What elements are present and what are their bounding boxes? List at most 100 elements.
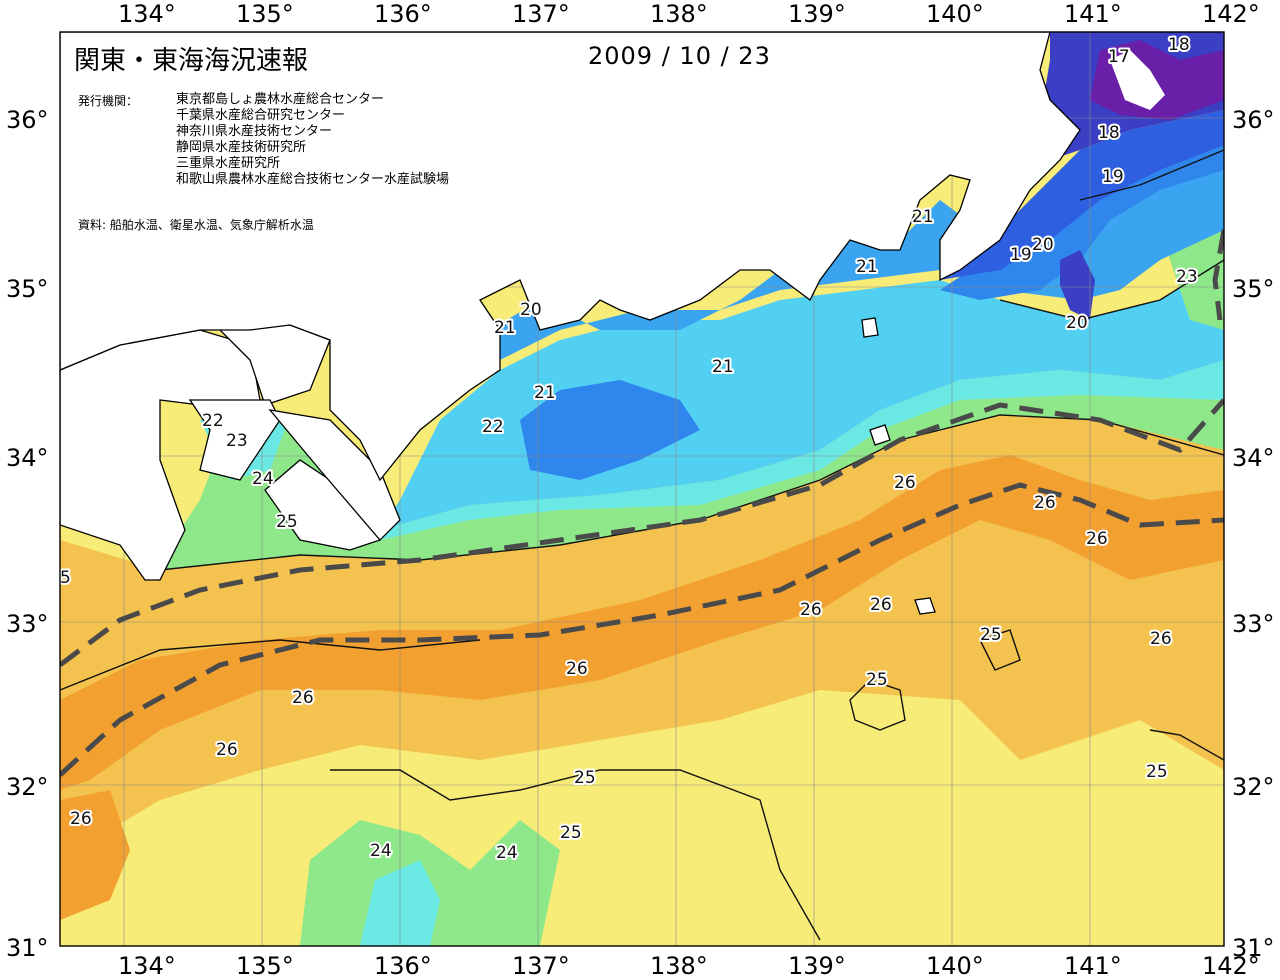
- zone-19: [940, 110, 1224, 280]
- lat-tick: 35°: [6, 275, 49, 303]
- lon-tick: 141°: [1064, 0, 1122, 28]
- lon-tick: 139°: [788, 0, 846, 28]
- iso-label: 26: [894, 473, 916, 493]
- iso-label: 26: [1150, 629, 1172, 649]
- lat-tick: 35°: [1232, 275, 1275, 303]
- lon-tick: 142°: [1202, 952, 1260, 980]
- lat-tick: 34°: [1232, 444, 1275, 472]
- issuer-item: 和歌山県農林水産総合技術センター水産試験場: [176, 172, 450, 187]
- iso-label: 26: [216, 740, 238, 760]
- issuer-list: 東京都島しょ農林水産総合センター 千葉県水産総合研究センター 神奈川県水産技術セ…: [176, 92, 449, 188]
- iso-label: 21: [856, 257, 878, 277]
- issuer-item: 東京都島しょ農林水産総合センター: [176, 92, 385, 107]
- iso-label: 21: [534, 383, 556, 403]
- iso-label: 26: [800, 600, 822, 620]
- iso-label: 26: [1034, 493, 1056, 513]
- iso-label: 26: [70, 809, 92, 829]
- iso-label: 24: [252, 469, 274, 489]
- honshu: [60, 32, 1081, 482]
- iso-label: 22: [202, 411, 224, 431]
- lat-tick: 34°: [6, 444, 49, 472]
- lon-tick: 142°: [1202, 0, 1260, 28]
- iso-label: 5: [60, 568, 71, 588]
- issuer-label: 発行機関：: [78, 94, 139, 108]
- lat-tick: 31°: [6, 934, 49, 962]
- iso-label: 20: [520, 300, 542, 320]
- iso-label: 23: [1176, 267, 1198, 287]
- iso-label: 19: [1010, 245, 1032, 265]
- lon-tick: 141°: [1064, 952, 1122, 980]
- bottom-axis: 134° 135° 136° 137° 138° 139° 140° 141° …: [118, 952, 1260, 980]
- iso-label: 26: [870, 595, 892, 615]
- temperature-field: 17 18 18 19 19 20 20 20 21 21 21 21 21 2…: [60, 32, 1224, 946]
- zone-27: [60, 455, 1224, 790]
- iso-label: 17: [1108, 47, 1130, 67]
- iso-label: 21: [912, 207, 934, 227]
- iso-label: 26: [292, 688, 314, 708]
- iso-label: 25: [866, 670, 888, 690]
- kuroshio-axis: [60, 229, 1224, 777]
- iso-label: 25: [1146, 762, 1168, 782]
- lon-tick: 137°: [512, 0, 570, 28]
- lat-tick: 33°: [6, 610, 49, 638]
- iso-label: 24: [496, 843, 518, 863]
- issuer-item: 神奈川県水産技術センター: [176, 124, 333, 139]
- iso-label: 25: [276, 512, 298, 532]
- iso-label: 25: [560, 823, 582, 843]
- land: [60, 32, 1081, 615]
- iso-label: 18: [1098, 123, 1120, 143]
- zone-24-coastal: [160, 395, 1224, 570]
- iso-label: 21: [494, 318, 516, 338]
- lon-tick: 138°: [650, 0, 708, 28]
- lat-tick: 36°: [1232, 106, 1275, 134]
- iso-label: 26: [1086, 529, 1108, 549]
- data-source: 資料: 船舶水温、衛星水温、気象庁解析水温: [78, 218, 314, 232]
- lon-tick: 140°: [926, 0, 984, 28]
- map-date: 2009 / 10 / 23: [588, 42, 771, 70]
- island-hachijo: [914, 597, 936, 615]
- iso-label: 20: [1032, 235, 1054, 255]
- kii-peninsula: [268, 409, 401, 541]
- lat-tick: 31°: [1232, 934, 1275, 962]
- iso-label: 25: [980, 625, 1002, 645]
- iso-label: 18: [1168, 35, 1190, 55]
- top-axis: 134° 135° 136° 137° 138° 139° 140° 141° …: [118, 0, 1260, 28]
- island-hatsushima: [861, 317, 879, 338]
- iso-label: 26: [566, 659, 588, 679]
- iso-label: 20: [1066, 313, 1088, 333]
- lat-tick: 33°: [1232, 610, 1275, 638]
- map-title: 関東・東海海況速報: [74, 46, 309, 76]
- zone-21: [490, 150, 1224, 360]
- zone-20-offshore: [520, 380, 700, 480]
- iso-label: 25: [574, 768, 596, 788]
- lon-tick: 138°: [650, 952, 708, 980]
- iso-label: 24: [370, 841, 392, 861]
- left-axis: 36° 35° 34° 33° 32° 31°: [6, 106, 49, 962]
- lon-tick: 135°: [236, 952, 294, 980]
- lon-tick: 135°: [236, 0, 294, 28]
- lon-tick: 137°: [512, 952, 570, 980]
- lon-tick: 136°: [374, 952, 432, 980]
- iso-label: 19: [1102, 167, 1124, 187]
- lon-tick: 140°: [926, 952, 984, 980]
- lat-tick: 32°: [6, 773, 49, 801]
- island-oshima: [869, 424, 891, 446]
- shikoku: [60, 329, 261, 581]
- issuer-item: 静岡県水産技術研究所: [176, 140, 307, 155]
- right-axis: 36° 35° 34° 33° 32° 31°: [1232, 106, 1275, 962]
- isotherm-labels: 17 18 18 19 19 20 20 20 21 21 21 21 21 2…: [60, 33, 1200, 865]
- lon-tick: 134°: [118, 952, 176, 980]
- kii-west: [188, 399, 281, 481]
- lon-tick: 139°: [788, 952, 846, 980]
- lat-tick: 32°: [1232, 773, 1275, 801]
- zone-27-west: [60, 790, 130, 920]
- cold-core: [1110, 50, 1165, 110]
- iso-label: 23: [226, 431, 248, 451]
- lon-tick: 134°: [118, 0, 176, 28]
- zone-19-eddy: [1060, 250, 1095, 320]
- map-frame: [59, 31, 1225, 947]
- issuer-item: 千葉県水産総合研究センター: [176, 108, 346, 123]
- lat-tick: 36°: [6, 106, 49, 134]
- lon-tick: 136°: [374, 0, 432, 28]
